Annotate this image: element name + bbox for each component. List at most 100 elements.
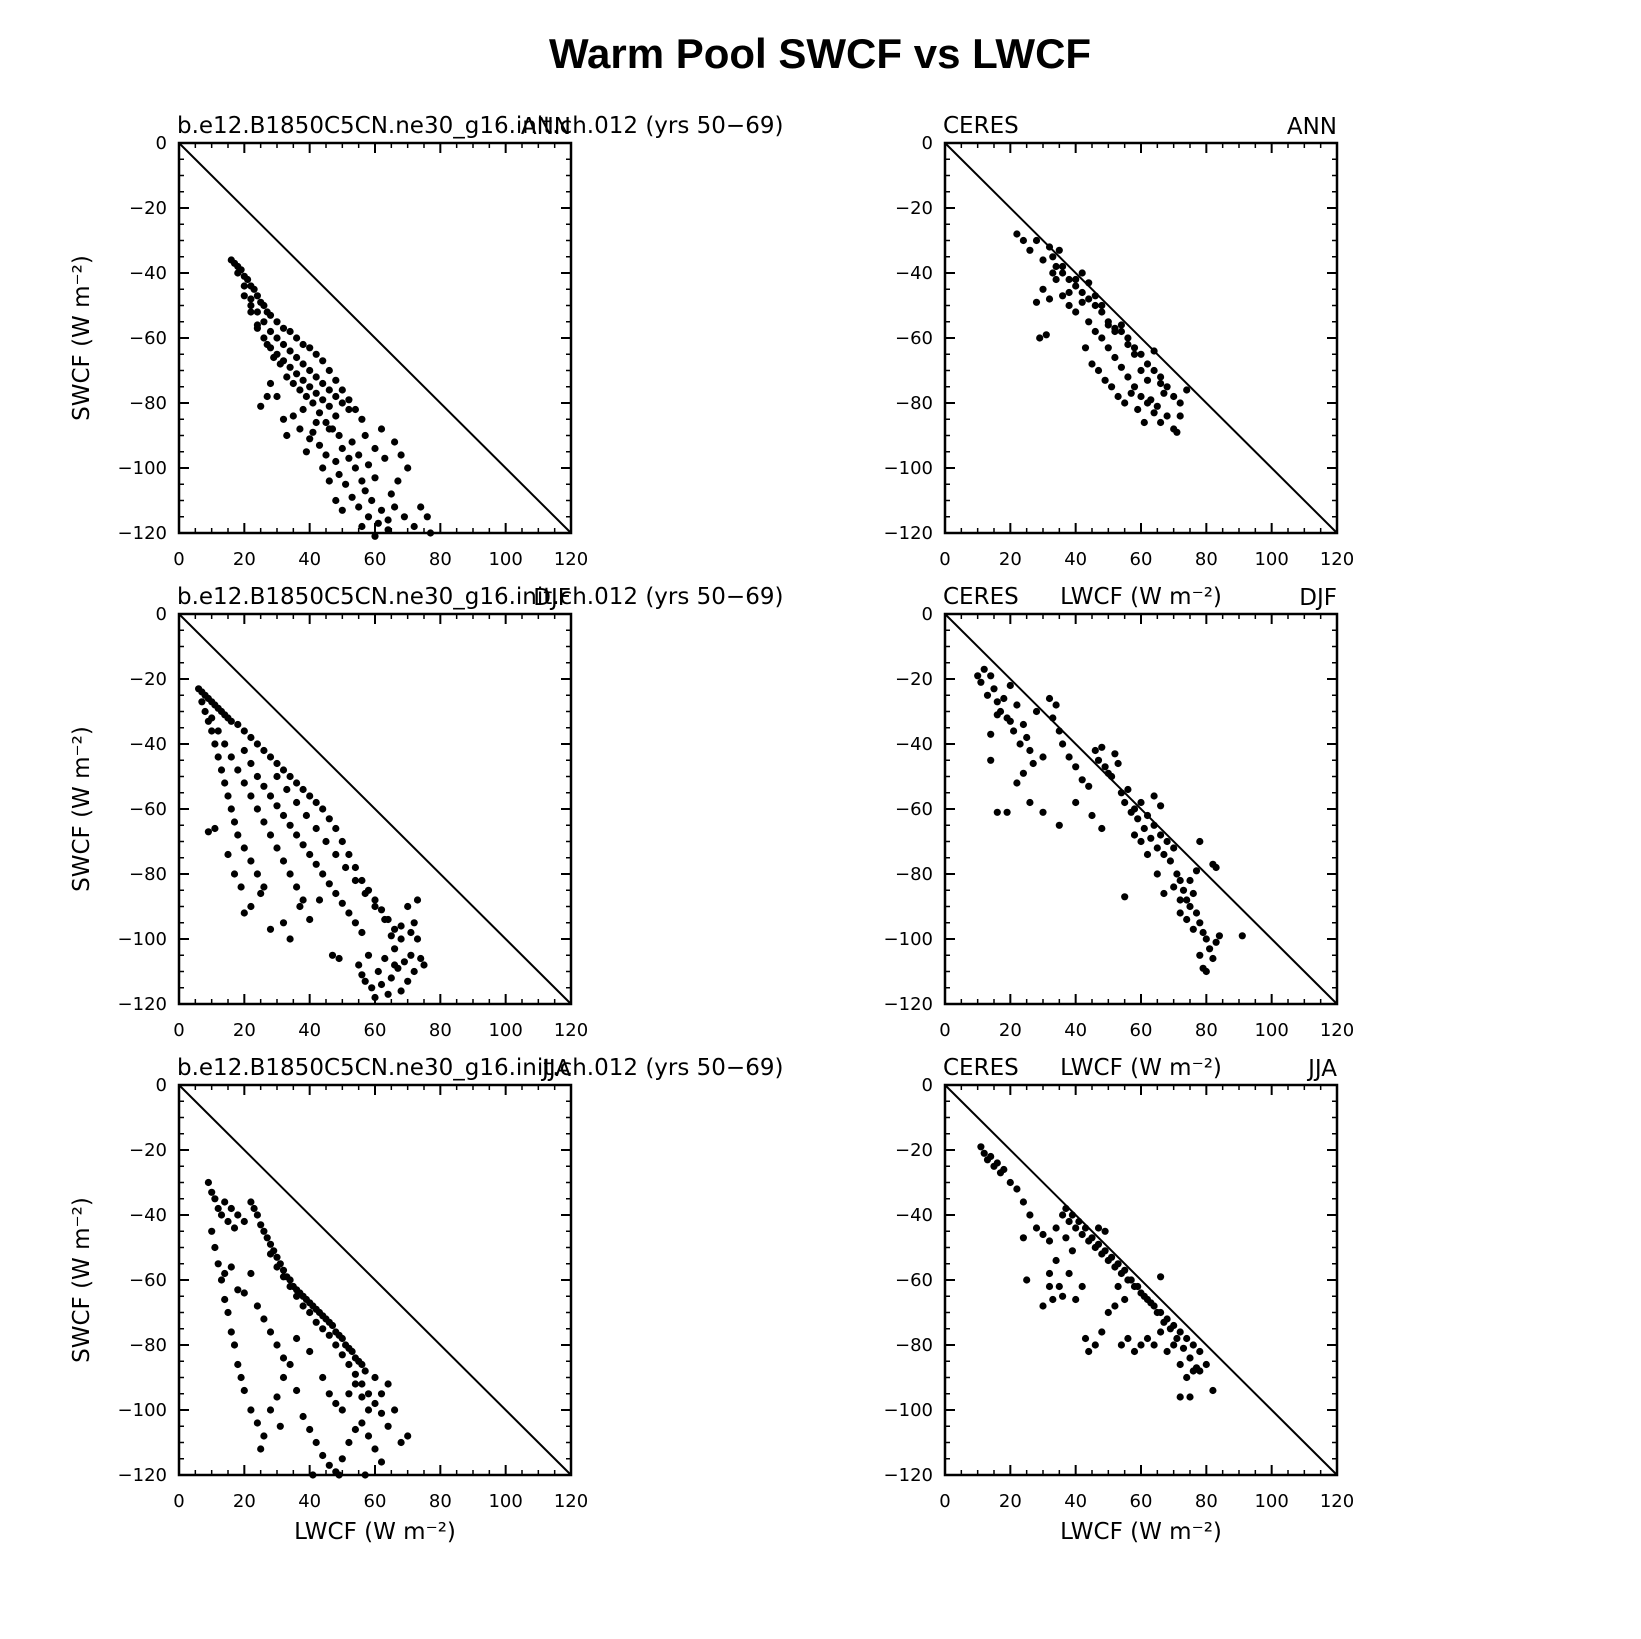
x-tick-label: 120: [554, 1491, 588, 1512]
x-tick-label: 100: [1254, 549, 1288, 570]
data-point: [302, 448, 310, 456]
data-point: [1157, 1328, 1165, 1336]
data-point: [276, 1422, 284, 1430]
data-point: [1042, 331, 1050, 339]
data-point: [338, 1455, 346, 1463]
data-point: [987, 756, 995, 764]
x-tick-label: 60: [1130, 1491, 1153, 1512]
data-point: [332, 824, 340, 833]
data-point: [260, 1227, 268, 1235]
data-point: [279, 919, 288, 927]
data-point: [1153, 1308, 1161, 1317]
data-point: [306, 1308, 314, 1317]
data-point: [1137, 798, 1145, 807]
scatter-points: [204, 1178, 412, 1479]
data-point: [1173, 428, 1181, 436]
data-point: [1160, 389, 1168, 397]
panel-right-label: JJA: [540, 1056, 571, 1082]
data-point: [364, 1390, 373, 1398]
data-point: [368, 984, 376, 992]
data-point: [1163, 412, 1171, 420]
data-point: [260, 334, 268, 342]
data-point: [322, 837, 330, 846]
data-point: [227, 1328, 235, 1336]
data-point: [1209, 1386, 1217, 1395]
data-point: [1000, 694, 1008, 703]
data-point: [1032, 1224, 1041, 1232]
data-point: [342, 480, 350, 488]
data-point: [315, 441, 324, 449]
data-point: [1062, 1204, 1070, 1213]
y-tick-label: 0: [922, 604, 933, 625]
data-point: [1170, 392, 1178, 401]
x-tick-label: 20: [233, 1491, 256, 1512]
data-point: [1108, 383, 1116, 391]
data-point: [247, 733, 255, 742]
panels: 0 20 40 60 80 100 120 0 −20 −40 −60 −80 −100 −120 b.e1…: [69, 113, 1354, 1545]
y-tick-label: −20: [129, 198, 167, 219]
data-point: [273, 334, 281, 342]
data-point: [302, 392, 310, 401]
data-point: [1117, 363, 1125, 371]
data-point: [1124, 785, 1132, 794]
data-point: [240, 727, 248, 735]
data-point: [247, 902, 255, 911]
x-tick-label: 100: [1254, 1020, 1288, 1041]
scatter-points: [227, 256, 435, 540]
data-point: [1019, 1234, 1027, 1242]
data-point: [1179, 886, 1188, 894]
data-point: [351, 919, 359, 927]
data-point: [338, 444, 346, 453]
data-point: [260, 301, 268, 310]
data-point: [1006, 681, 1014, 690]
data-point: [377, 1390, 386, 1398]
data-point: [273, 318, 281, 326]
data-point: [1072, 308, 1080, 316]
data-point: [358, 1419, 366, 1427]
data-point: [247, 759, 255, 768]
data-point: [266, 379, 275, 388]
data-point: [1104, 1308, 1112, 1317]
data-point: [214, 1260, 222, 1268]
data-point: [286, 772, 294, 781]
data-point: [253, 1419, 261, 1427]
data-point: [423, 513, 431, 521]
data-point: [266, 1328, 275, 1336]
y-tick-label: −40: [895, 1205, 933, 1226]
data-point: [240, 1386, 248, 1395]
x-tick-label: 100: [488, 1491, 522, 1512]
data-point: [1206, 945, 1214, 953]
data-point: [279, 340, 288, 349]
data-point: [1085, 782, 1093, 790]
data-point: [253, 1302, 261, 1310]
data-point: [1183, 386, 1191, 394]
reference-line: [944, 613, 1338, 1005]
x-tick-label: 40: [1064, 1491, 1087, 1512]
y-tick-label: −40: [129, 1205, 167, 1226]
data-point: [381, 454, 389, 462]
data-point: [361, 977, 369, 985]
y-tick-label: −120: [118, 1465, 167, 1486]
data-point: [208, 727, 216, 735]
data-point: [391, 503, 399, 511]
data-point: [1121, 1295, 1129, 1304]
panel-right-label: JJA: [1306, 1056, 1337, 1082]
data-point: [993, 1159, 1001, 1167]
y-tick-label: −20: [129, 669, 167, 690]
x-axis-label: LWCF (W m⁻²): [294, 1519, 456, 1545]
scatter-points: [195, 685, 428, 1002]
data-point: [1045, 1269, 1054, 1278]
x-tick-label: 120: [1320, 549, 1354, 570]
data-point: [1143, 376, 1152, 384]
data-point: [335, 954, 343, 963]
x-tick-label: 40: [298, 1020, 321, 1041]
data-point: [306, 915, 314, 924]
data-point: [1183, 1334, 1191, 1343]
data-point: [1065, 1269, 1073, 1278]
y-tick-label: −40: [129, 263, 167, 284]
panel-1: 0 20 40 60 80 100 120 0 −20 −40 −60 −80 −100 −120 b.e1…: [69, 113, 783, 570]
data-point: [276, 360, 284, 368]
data-point: [1157, 418, 1165, 427]
data-point: [1059, 1211, 1067, 1219]
data-point: [977, 678, 985, 686]
